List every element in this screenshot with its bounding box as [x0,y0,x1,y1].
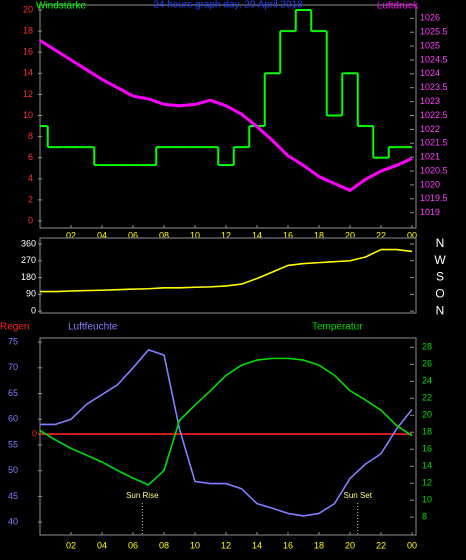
direction-line [40,248,413,293]
x-tick-label: 04 [97,230,107,240]
series-label: Luftdruck [377,1,419,12]
x-tick-label: 06 [128,540,138,550]
series-label: Temperatur [312,322,363,333]
series-label: Regen [0,322,29,333]
x-tick-label: 16 [283,540,293,550]
plot-frame [39,337,417,536]
annotation-label: Sun Set [344,491,373,500]
y-tick-label: 0 [31,306,36,316]
y-tick-label: 6 [28,152,33,162]
series-line [39,357,413,486]
y2-tick-label: 20 [422,410,432,420]
y-tick-label: 90 [26,289,36,299]
y2-tick-label: 1022 [420,124,440,134]
y-tick-label: 14 [23,68,33,78]
x-tick-label: 02 [66,540,76,550]
series-label: Windstärke [36,1,86,12]
x-tick-label: 14 [252,540,262,550]
series-line [39,39,413,192]
y-tick-label: 75 [8,336,18,346]
x-tick-label: 08 [159,540,169,550]
y2-tick-label: 14 [422,461,432,471]
y2-tick-label: 1022.5 [420,110,448,120]
y-tick-label: 8 [28,131,33,141]
x-tick-label: 06 [128,230,138,240]
y2-tick-label: 10 [422,495,432,505]
x-tick-label: 22 [376,540,386,550]
y2-tick-label: 1019.5 [420,193,448,203]
x-tick-label: 12 [221,230,231,240]
y2-tick-label: 12 [422,478,432,488]
y2-tick-label: 16 [422,444,432,454]
y2-tick-label: N [436,236,445,250]
x-tick-label: 20 [345,230,355,240]
y-tick-label: 360 [21,238,36,248]
x-tick-label: 08 [159,230,169,240]
y-tick-label: 40 [8,517,18,527]
y2-tick-label: 1021.5 [420,138,448,148]
series-label: Luftfeuchte [68,322,118,333]
y-tick-label: 270 [21,255,36,265]
y-tick-label: 18 [23,25,33,35]
y2-tick-label: S [436,270,444,284]
y2-tick-label: N [436,303,445,317]
y-tick-label: 45 [8,491,18,501]
y2-tick-label: 1020 [420,179,440,189]
plot-frame [39,237,417,314]
y-tick-label: 55 [8,439,18,449]
y-tick-label: 20 [23,4,33,14]
y2-tick-label: O [435,287,444,301]
series-line [40,349,413,517]
y2-tick-label: 1024.5 [420,54,448,64]
y2-tick-label: 22 [422,393,432,403]
x-tick-label: 00 [407,230,417,240]
y-tick-label: 4 [28,173,33,183]
x-tick-label: 02 [66,230,76,240]
y-tick-label: 10 [23,110,33,120]
y2-tick-label: 1020.5 [420,165,448,175]
y-tick-label: 70 [8,362,18,372]
x-tick-label: 22 [376,230,386,240]
y-tick-label: 16 [23,47,33,57]
x-tick-label: 20 [345,540,355,550]
y2-tick-label: 24 [422,376,432,386]
x-tick-label: 18 [314,230,324,240]
y2-tick-label: 1024 [420,68,440,78]
y3-tick-label: 0 [32,428,37,438]
plot-frame [39,4,417,229]
y2-tick-label: 1021 [420,152,440,162]
y2-tick-label: 1023.5 [420,82,448,92]
y-tick-label: 50 [8,465,18,475]
y-tick-label: 180 [21,272,36,282]
y2-tick-label: 1019 [420,207,440,217]
x-tick-label: 18 [314,540,324,550]
y2-tick-label: 26 [422,359,432,369]
x-tick-label: 04 [97,540,107,550]
annotation-label: Sun Rise [126,491,159,500]
y2-tick-label: 18 [422,427,432,437]
y2-tick-label: 1023 [420,96,440,106]
x-tick-label: 10 [190,230,200,240]
y-tick-label: 60 [8,414,18,424]
y-tick-label: 2 [28,194,33,204]
chart-title: 24 hours graph day, 20 April 2018 [153,0,303,11]
y2-tick-label: 8 [422,512,427,522]
y-tick-label: 0 [28,215,33,225]
x-tick-label: 14 [252,230,262,240]
y2-tick-label: 28 [422,342,432,352]
y2-tick-label: W [434,253,446,267]
y2-tick-label: 1025 [420,40,440,50]
y2-tick-label: 1025.5 [420,27,448,37]
y-tick-label: 12 [23,89,33,99]
x-tick-label: 00 [407,540,417,550]
x-tick-label: 12 [221,540,231,550]
x-tick-label: 10 [190,540,200,550]
y2-tick-label: 1026 [420,13,440,23]
x-tick-label: 16 [283,230,293,240]
y-tick-label: 65 [8,388,18,398]
